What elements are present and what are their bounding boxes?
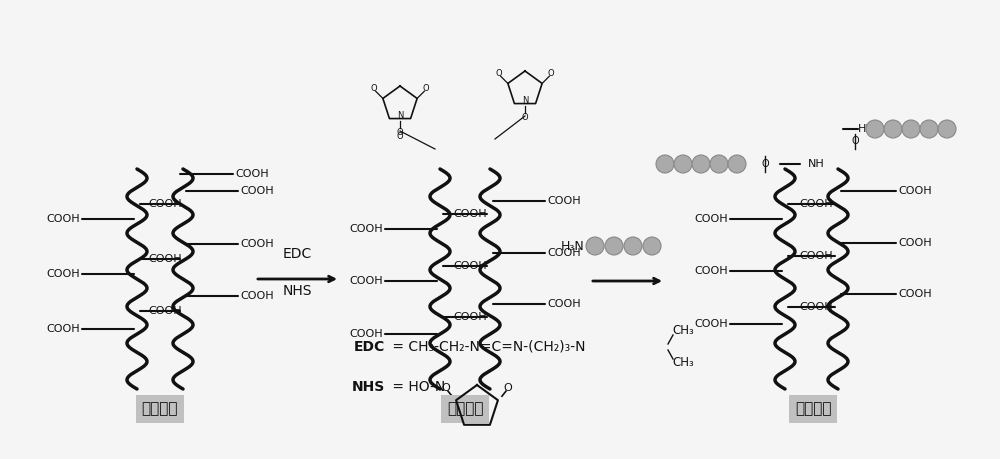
- Text: O: O: [522, 113, 528, 123]
- Text: N: N: [522, 95, 528, 105]
- Text: COOH: COOH: [898, 186, 932, 196]
- Text: COOH: COOH: [898, 289, 932, 299]
- Text: COOH: COOH: [547, 196, 581, 206]
- Circle shape: [902, 120, 920, 138]
- Text: COOH: COOH: [46, 214, 80, 224]
- Text: NHS: NHS: [283, 284, 312, 298]
- Text: EDC: EDC: [283, 247, 312, 261]
- Text: COOH: COOH: [240, 186, 274, 196]
- Text: COOH: COOH: [694, 266, 728, 276]
- Text: CH₃: CH₃: [672, 357, 694, 369]
- Text: H₃N: H₃N: [561, 240, 585, 252]
- Text: 改性确胶: 改性确胶: [142, 402, 178, 416]
- Text: N: N: [397, 111, 403, 120]
- Circle shape: [884, 120, 902, 138]
- Text: COOH: COOH: [453, 209, 487, 219]
- Text: COOH: COOH: [694, 214, 728, 224]
- Text: NHS: NHS: [352, 380, 385, 394]
- Text: COOH: COOH: [349, 224, 383, 234]
- Text: COOH: COOH: [148, 254, 182, 264]
- Text: COOH: COOH: [46, 324, 80, 334]
- Text: O: O: [397, 132, 403, 141]
- Text: COOH: COOH: [799, 302, 833, 312]
- Text: COOH: COOH: [240, 291, 274, 301]
- Text: 改性确胶: 改性确胶: [795, 402, 831, 416]
- Text: COOH: COOH: [46, 269, 80, 279]
- Text: COOH: COOH: [349, 329, 383, 339]
- Circle shape: [586, 237, 604, 255]
- Circle shape: [710, 155, 728, 173]
- Text: COOH: COOH: [547, 299, 581, 309]
- Circle shape: [728, 155, 746, 173]
- Circle shape: [624, 237, 642, 255]
- Text: O: O: [496, 69, 502, 78]
- Text: COOH: COOH: [898, 238, 932, 248]
- Circle shape: [605, 237, 623, 255]
- Text: O: O: [397, 129, 403, 137]
- Text: COOH: COOH: [694, 319, 728, 329]
- Circle shape: [674, 155, 692, 173]
- Text: O: O: [371, 84, 377, 93]
- Circle shape: [938, 120, 956, 138]
- Text: = CH₃-CH₂-N=C=N-(CH₂)₃-N: = CH₃-CH₂-N=C=N-(CH₂)₃-N: [388, 340, 586, 354]
- Text: EDC: EDC: [354, 340, 385, 354]
- Circle shape: [643, 237, 661, 255]
- Text: O: O: [851, 136, 859, 146]
- Text: O: O: [761, 159, 769, 169]
- Text: HN: HN: [858, 124, 875, 134]
- Text: 改性确胶: 改性确胶: [447, 402, 483, 416]
- Text: COOH: COOH: [148, 306, 182, 316]
- Text: COOH: COOH: [240, 239, 274, 249]
- Text: COOH: COOH: [235, 169, 269, 179]
- Text: O: O: [504, 383, 512, 393]
- Text: COOH: COOH: [799, 251, 833, 261]
- Text: O: O: [442, 383, 450, 393]
- Text: O: O: [423, 84, 429, 93]
- Text: COOH: COOH: [349, 276, 383, 286]
- Circle shape: [692, 155, 710, 173]
- Circle shape: [920, 120, 938, 138]
- Text: O: O: [548, 69, 554, 78]
- Text: COOH: COOH: [148, 199, 182, 209]
- Text: COOH: COOH: [547, 248, 581, 258]
- Text: CH₃: CH₃: [672, 325, 694, 337]
- Circle shape: [866, 120, 884, 138]
- Text: = HO-N: = HO-N: [388, 380, 445, 394]
- Text: COOH: COOH: [453, 261, 487, 271]
- Text: NH: NH: [808, 159, 825, 169]
- Text: COOH: COOH: [799, 199, 833, 209]
- Circle shape: [656, 155, 674, 173]
- Text: COOH: COOH: [453, 312, 487, 322]
